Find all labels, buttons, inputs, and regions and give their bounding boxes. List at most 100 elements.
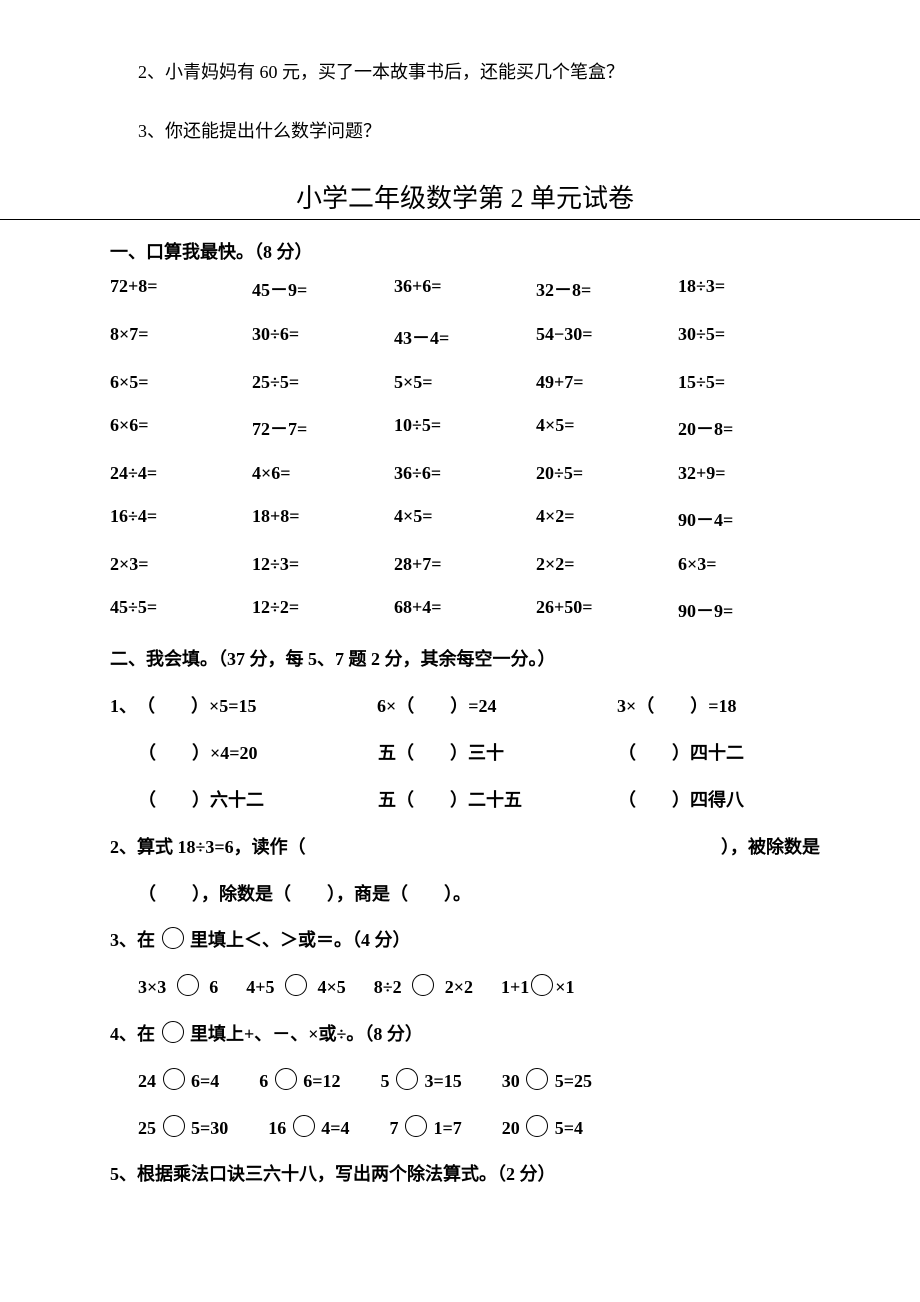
calc-row: 6×5=25÷5=5×5=49+7=15÷5=	[110, 372, 820, 393]
calc-row: 8×7=30÷6=43－4=54−30=30÷5=	[110, 324, 820, 350]
calc-cell: 36+6=	[394, 276, 536, 302]
q1-r1-c3: 3×（ ）=18	[617, 683, 737, 730]
compare-item: 4+5 4×5	[246, 977, 346, 997]
q1-r3-c1: （ ）六十二	[138, 777, 338, 824]
calc-cell: 24÷4=	[110, 463, 252, 484]
calc-cell: 10÷5=	[394, 415, 536, 441]
operation-item: 30 5=25	[502, 1071, 592, 1091]
compare-right: 4×5	[318, 977, 346, 997]
circle-icon	[405, 1115, 427, 1137]
calc-cell: 12÷3=	[252, 554, 394, 575]
calc-cell: 30÷6=	[252, 324, 394, 350]
calc-row: 6×6=72－7=10÷5=4×5=20－8=	[110, 415, 820, 441]
circle-icon	[285, 974, 307, 996]
compare-left: 3×3	[138, 977, 166, 997]
operation-left: 5	[381, 1071, 395, 1091]
circle-icon	[412, 974, 434, 996]
calc-cell: 20－8=	[678, 415, 820, 441]
calc-cell: 32+9=	[678, 463, 820, 484]
q2-line1-left: 2、算式 18÷3=6，读作（	[110, 824, 306, 871]
operation-right: 5=4	[550, 1118, 583, 1138]
section-2-header: 二、我会填。（37 分，每 5、7 题 2 分，其余每空一分。）	[110, 645, 820, 671]
operation-left: 16	[268, 1118, 291, 1138]
exam-title: 小学二年级数学第 2 单元试卷	[110, 178, 820, 215]
calc-cell: 8×7=	[110, 324, 252, 350]
calc-cell: 45÷5=	[110, 597, 252, 623]
calc-cell: 18÷3=	[678, 276, 820, 302]
q1-r2-c2: 五（ ）三十	[378, 730, 578, 777]
calc-cell: 4×5=	[536, 415, 678, 441]
operation-right: 4=4	[317, 1118, 350, 1138]
q4-header-suffix: 里填上+、－、×或÷。（8 分）	[186, 1024, 423, 1044]
circle-icon	[275, 1068, 297, 1090]
calc-cell: 5×5=	[394, 372, 536, 393]
operation-left: 6	[259, 1071, 273, 1091]
q1-r3-c3: （ ）四得八	[618, 777, 744, 824]
calc-cell: 26+50=	[536, 597, 678, 623]
q4-header: 4、在 里填上+、－、×或÷。（8 分）	[110, 1011, 820, 1058]
q1-row-3: （ ）六十二 五（ ）二十五 （ ）四得八	[138, 777, 820, 824]
calc-cell: 90－4=	[678, 506, 820, 532]
operation-item: 6 6=12	[259, 1071, 340, 1091]
q1-r1-c2: 6×（ ）=24	[377, 683, 577, 730]
compare-right: 6	[209, 977, 218, 997]
operation-right: 6=12	[299, 1071, 341, 1091]
q3-header: 3、在 里填上＜、＞或＝。（4 分）	[110, 917, 820, 964]
circle-icon	[531, 974, 553, 996]
circle-icon	[293, 1115, 315, 1137]
calc-cell: 45－9=	[252, 276, 394, 302]
operation-right: 1=7	[429, 1118, 462, 1138]
q1-r2-c3: （ ）四十二	[618, 730, 744, 777]
circle-icon	[177, 974, 199, 996]
q4-row-2: 25 5=30 16 4=4 7 1=7 20 5=4	[138, 1105, 820, 1152]
operation-left: 20	[502, 1118, 525, 1138]
calc-cell: 12÷2=	[252, 597, 394, 623]
operation-item: 25 5=30	[138, 1118, 228, 1138]
q1-r1-c1: （ ）×5=15	[137, 683, 337, 730]
calc-cell: 90－9=	[678, 597, 820, 623]
circle-icon	[526, 1115, 548, 1137]
compare-right: ×1	[555, 977, 574, 997]
operation-item: 5 3=15	[381, 1071, 462, 1091]
calc-cell: 6×5=	[110, 372, 252, 393]
q1-r2-c1: （ ）×4=20	[138, 730, 338, 777]
operation-right: 5=30	[187, 1118, 229, 1138]
calc-cell: 6×6=	[110, 415, 252, 441]
q3-header-suffix: 里填上＜、＞或＝。（4 分）	[186, 930, 411, 950]
q1-r3-c2: 五（ ）二十五	[378, 777, 578, 824]
compare-item: 3×3 6	[138, 977, 218, 997]
calc-cell: 72－7=	[252, 415, 394, 441]
calc-cell: 32－8=	[536, 276, 678, 302]
circle-icon	[163, 1115, 185, 1137]
operation-left: 7	[390, 1118, 404, 1138]
calc-cell: 68+4=	[394, 597, 536, 623]
operation-right: 6=4	[187, 1071, 220, 1091]
calc-cell: 72+8=	[110, 276, 252, 302]
compare-item: 1+1 ×1	[501, 977, 575, 997]
top-question-3: 3、你还能提出什么数学问题？	[138, 119, 820, 144]
calc-row: 2×3=12÷3=28+7=2×2=6×3=	[110, 554, 820, 575]
q3-header-prefix: 3、在	[110, 930, 160, 950]
calc-cell: 4×5=	[394, 506, 536, 532]
calc-cell: 25÷5=	[252, 372, 394, 393]
calc-cell: 16÷4=	[110, 506, 252, 532]
circle-icon	[396, 1068, 418, 1090]
calc-cell: 4×6=	[252, 463, 394, 484]
calc-cell: 15÷5=	[678, 372, 820, 393]
compare-left: 1+1	[501, 977, 529, 997]
circle-icon	[162, 927, 184, 949]
operation-right: 5=25	[550, 1071, 592, 1091]
calc-cell: 30÷5=	[678, 324, 820, 350]
calc-cell: 28+7=	[394, 554, 536, 575]
q4-row-1: 24 6=46 6=125 3=1530 5=25	[138, 1058, 820, 1105]
operation-item: 7 1=7	[390, 1118, 462, 1138]
calc-row: 24÷4=4×6=36÷6=20÷5=32+9=	[110, 463, 820, 484]
q4-header-prefix: 4、在	[110, 1024, 160, 1044]
calc-cell: 18+8=	[252, 506, 394, 532]
circle-icon	[526, 1068, 548, 1090]
circle-icon	[163, 1068, 185, 1090]
operation-right: 3=15	[420, 1071, 462, 1091]
q2-line-2: （ ），除数是（ ），商是（ ）。	[138, 871, 820, 918]
calc-cell: 2×2=	[536, 554, 678, 575]
compare-right: 2×2	[445, 977, 473, 997]
